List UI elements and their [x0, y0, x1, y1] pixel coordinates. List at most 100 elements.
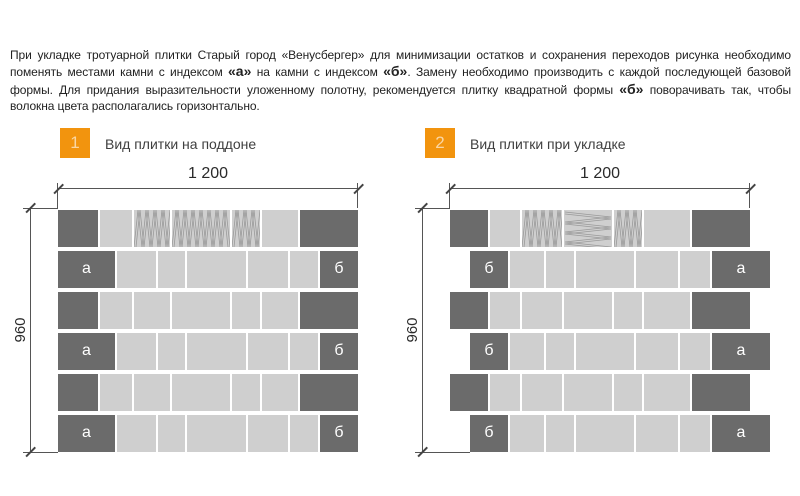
section-2-number: 2 — [435, 133, 445, 152]
intro-text-segment: «б» — [383, 63, 408, 80]
tile-light — [262, 291, 298, 329]
tile-hatched — [232, 210, 260, 247]
tile-dark: а — [58, 332, 115, 370]
vertical-zigzag-hatch-icon — [522, 210, 562, 247]
diagram-2-height-label: 960 — [404, 317, 421, 343]
tile-row — [450, 291, 750, 329]
tile-hatched — [522, 210, 562, 247]
tile-light — [546, 250, 574, 288]
tile-light — [187, 414, 246, 452]
tile-row — [58, 291, 358, 329]
tile-dark — [692, 291, 750, 329]
tile-dark: а — [58, 414, 115, 452]
tile-light — [158, 250, 185, 288]
tile-row — [450, 373, 750, 411]
tile-index-label: а — [736, 342, 746, 360]
tile-dark: б — [470, 250, 508, 288]
diagram-2-width-dimension-line — [450, 188, 750, 189]
intro-text-segment: на камни с индексом — [251, 65, 384, 80]
extension-line — [357, 183, 358, 208]
diagram-1-height-label: 960 — [12, 317, 29, 343]
tile-light — [680, 414, 710, 452]
tile-light — [564, 291, 612, 329]
tile-dark: а — [712, 414, 770, 452]
section-1-badge: 1 — [60, 128, 90, 158]
tile-light — [117, 414, 156, 452]
diagram-1-height-dimension-line — [30, 208, 31, 452]
section-2-title: Вид плитки при укладке — [470, 136, 626, 152]
tile-dark: б — [470, 332, 508, 370]
tile-light — [576, 332, 634, 370]
tile-index-label: а — [736, 260, 746, 278]
diagram-2-tile-grid: б а б а б а — [450, 210, 770, 454]
extension-line — [23, 208, 58, 209]
tile-light — [680, 332, 710, 370]
tile-light — [100, 291, 132, 329]
tile-light — [546, 414, 574, 452]
tile-light — [172, 291, 230, 329]
tile-dark — [58, 291, 98, 329]
tile-light — [100, 373, 132, 411]
tile-hatched — [614, 210, 642, 247]
tile-hatched — [134, 210, 170, 247]
intro-text-segment: «а» — [228, 63, 252, 80]
vertical-zigzag-hatch-icon — [172, 210, 230, 247]
section-1-title: Вид плитки на поддоне — [105, 136, 257, 152]
tile-light — [248, 414, 288, 452]
tile-light — [614, 291, 642, 329]
tile-index-label: а — [82, 342, 91, 360]
tile-dark: а — [58, 250, 115, 288]
vertical-zigzag-hatch-icon — [614, 210, 642, 247]
tile-light — [290, 332, 318, 370]
tile-dark — [300, 291, 358, 329]
tile-dark: б — [470, 414, 508, 452]
tile-light — [100, 210, 132, 247]
intro-paragraph: При укладке тротуарной плитки Старый гор… — [10, 47, 791, 114]
tile-light — [187, 250, 246, 288]
tile-dark: б — [320, 250, 358, 288]
tile-light — [636, 414, 678, 452]
tile-dark — [692, 210, 750, 247]
tile-index-label: а — [736, 424, 746, 441]
tile-dark — [450, 373, 488, 411]
extension-line — [415, 452, 470, 453]
section-2-badge: 2 — [425, 128, 455, 158]
tile-light — [510, 414, 544, 452]
tile-light — [158, 332, 185, 370]
tile-row — [58, 373, 358, 411]
tile-light — [134, 291, 170, 329]
tile-light — [490, 210, 520, 247]
tile-light — [134, 373, 170, 411]
intro-text-segment: . Замену необходимо производить с каждой… — [10, 65, 791, 97]
tile-index-label: б — [484, 260, 494, 278]
tile-row — [450, 210, 750, 247]
tile-index-label: б — [334, 424, 344, 441]
extension-line — [57, 183, 58, 208]
extension-line — [415, 208, 450, 209]
tile-index-label: б — [484, 342, 494, 360]
tile-light — [490, 291, 520, 329]
intro-text-segment: При укладке тротуарной плитки Старый гор… — [10, 48, 791, 80]
vertical-zigzag-hatch-icon — [232, 210, 260, 247]
tile-dark — [300, 210, 358, 247]
diagram-2-height-dimension-line — [422, 208, 423, 452]
diagram-2-width-label: 1 200 — [579, 165, 621, 182]
tile-index-label: а — [82, 260, 91, 278]
intro-text-segment: поворачивать так, чтобы волокна цвета ра… — [10, 82, 792, 113]
tile-light — [290, 250, 318, 288]
tile-light — [117, 250, 156, 288]
vertical-zigzag-hatch-icon — [134, 210, 170, 247]
tile-light — [636, 250, 678, 288]
tile-light — [490, 373, 520, 411]
tile-light — [510, 332, 544, 370]
tile-index-label: б — [484, 424, 494, 441]
tile-index-label: б — [334, 342, 344, 360]
tile-light — [232, 291, 260, 329]
tile-light — [576, 414, 634, 452]
tile-light — [522, 373, 562, 411]
tile-dark — [450, 210, 488, 247]
